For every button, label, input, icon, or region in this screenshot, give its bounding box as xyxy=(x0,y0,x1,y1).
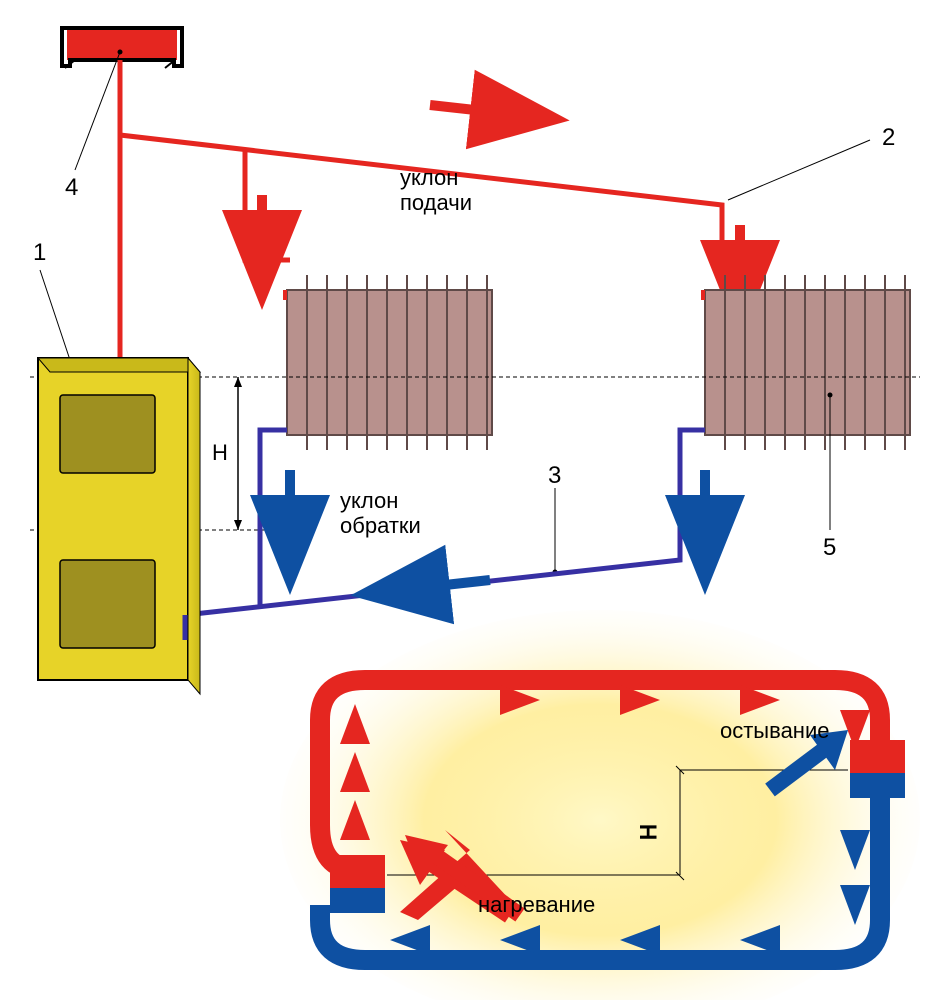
radiator-1 xyxy=(283,275,492,450)
radiator-2 xyxy=(701,275,910,450)
supply-slope-label: уклон подачи xyxy=(400,165,472,215)
boiler xyxy=(38,358,200,694)
label-3: 3 xyxy=(548,462,561,489)
glow-background xyxy=(280,610,920,1000)
label-4: 4 xyxy=(65,174,78,201)
h-dimension: Н xyxy=(212,377,242,530)
label-1: 1 xyxy=(33,239,46,266)
return-slope-label: уклон обратки xyxy=(340,488,421,538)
heating-label: нагревание xyxy=(478,892,595,917)
leader-1 xyxy=(40,270,70,360)
leader-2 xyxy=(728,140,870,200)
label-5: 5 xyxy=(823,534,836,561)
label-2: 2 xyxy=(882,124,895,151)
svg-text:Н: Н xyxy=(212,440,228,465)
leader-4 xyxy=(75,52,120,170)
return-main xyxy=(185,430,705,640)
heating-system-diagram: уклон подачи Н xyxy=(0,0,950,1000)
cooling-label: остывание xyxy=(720,718,829,743)
svg-text:Н: Н xyxy=(636,824,661,840)
supply-drop-1 xyxy=(245,150,290,260)
return-drop-1 xyxy=(260,430,287,605)
